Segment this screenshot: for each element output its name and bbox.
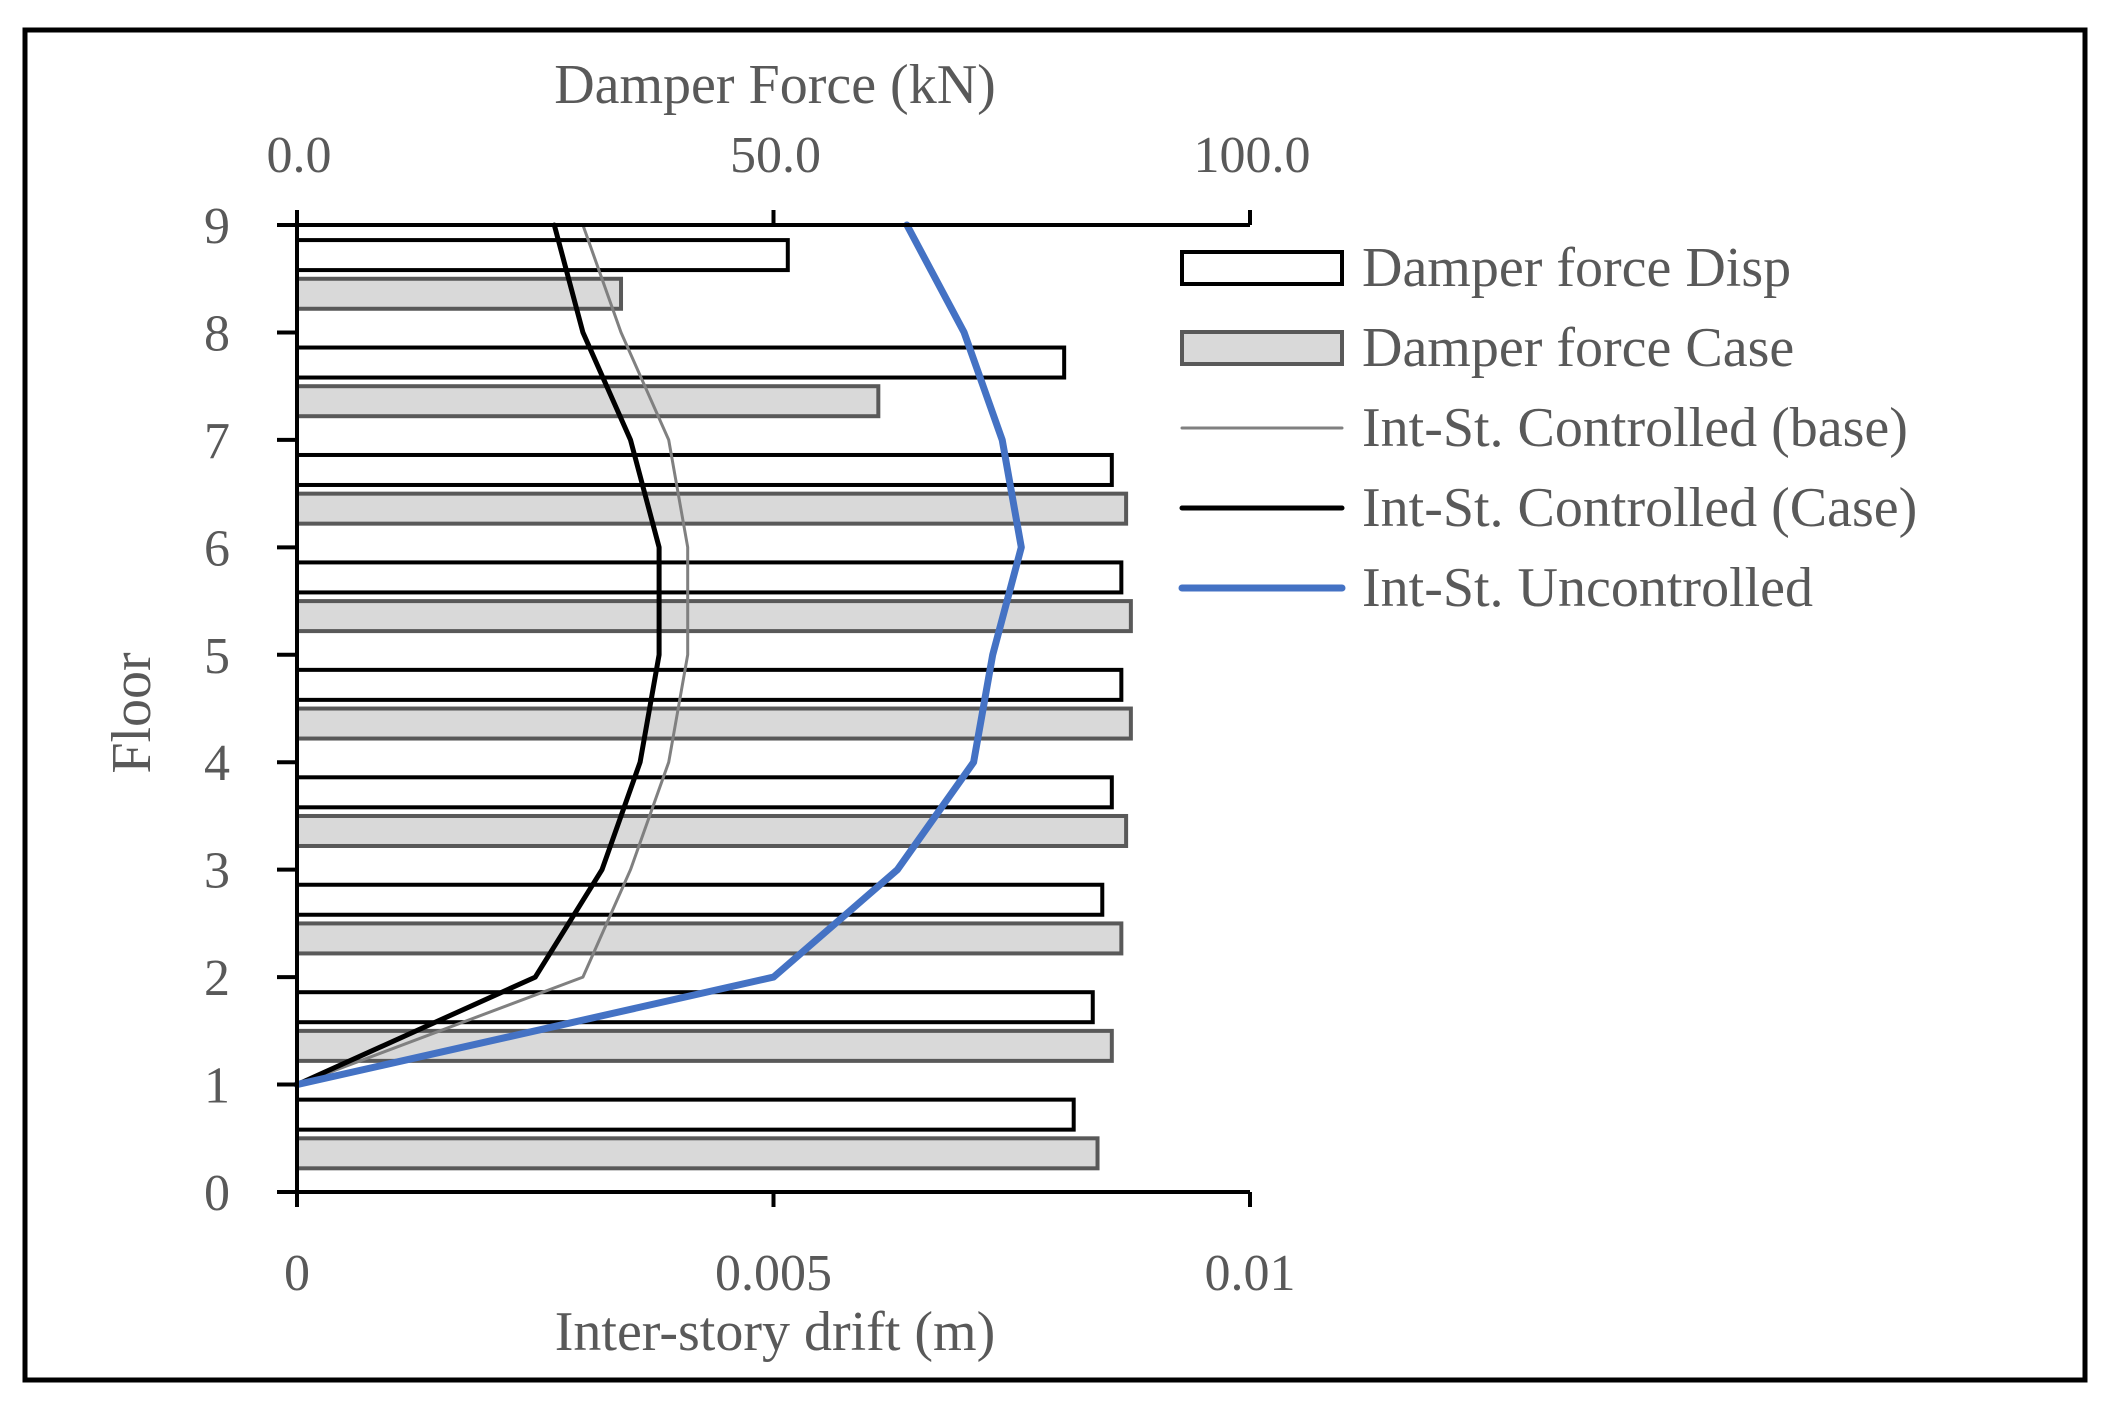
legend-item-uncontrolled-label: Int-St. Uncontrolled [1362,557,1813,619]
y-tick-label-5: 5 [204,628,230,685]
y-tick-label-6: 6 [204,520,230,577]
y-tick-label-7: 7 [204,413,230,470]
legend-item-damper-force-disp-label: Damper force Disp [1362,237,1791,299]
bar-disp-floor-9 [295,238,790,273]
legend-item-damper-force-case-swatch [1180,330,1344,366]
bar-disp-floor-3 [295,882,1105,917]
bottom-tick-label-1: 0.005 [715,1245,832,1302]
bar-case-floor-4 [295,813,1129,848]
legend-item-damper-force-disp-swatch [1180,250,1344,286]
outer-frame [22,27,2088,1383]
line-uncontrolled [293,221,1025,1089]
y-tick-label-8: 8 [204,305,230,362]
axes-layer: 0 1 2 3 4 5 6 7 8 9 0.0 50.0 100.0 0 0.005 0.01 [204,127,1311,1302]
bottom-tick-label-0: 0 [284,1245,310,1302]
y-tick-label-1: 1 [204,1058,230,1115]
bars-layer [295,238,1133,1171]
bar-case-floor-1 [295,1136,1100,1171]
bar-disp-floor-7 [295,452,1114,487]
bar-case-floor-2 [295,1028,1114,1063]
bar-disp-floor-1 [295,1097,1076,1132]
y-tick-label-9: 9 [204,198,230,255]
top-axis-title: Damper Force (kN) [554,54,996,116]
bar-case-floor-3 [295,921,1124,956]
lines-layer [293,221,1025,1089]
top-tick-label-2: 100.0 [1194,127,1311,184]
y-tick-label-4: 4 [204,735,230,792]
y-tick-label-3: 3 [204,843,230,900]
bar-disp-floor-5 [295,667,1124,702]
y-tick-label-0: 0 [204,1165,230,1222]
line-controlled-case [294,222,662,1088]
bar-case-floor-5 [295,706,1133,741]
y-axis-title: Floor [101,652,163,774]
legend-item-controlled-base-label: Int-St. Controlled (base) [1362,397,1908,459]
top-tick-label-1: 50.0 [730,127,821,184]
bar-case-floor-8 [295,384,881,419]
legend: Damper force Disp Damper force Case Int-St… [1178,237,1917,619]
legend-item-controlled-case-label: Int-St. Controlled (Case) [1362,477,1917,539]
legend-item-damper-force-case-label: Damper force Case [1362,317,1794,379]
bar-disp-floor-4 [295,775,1114,810]
top-tick-label-0: 0.0 [267,127,332,184]
bar-case-floor-7 [295,491,1129,526]
bar-disp-floor-8 [295,345,1067,380]
bottom-tick-label-2: 0.01 [1205,1245,1296,1302]
line-controlled-base [295,223,690,1087]
y-tick-label-2: 2 [204,950,230,1007]
bottom-axis-title: Inter-story drift (m) [555,1301,996,1363]
bar-disp-floor-6 [295,560,1124,595]
